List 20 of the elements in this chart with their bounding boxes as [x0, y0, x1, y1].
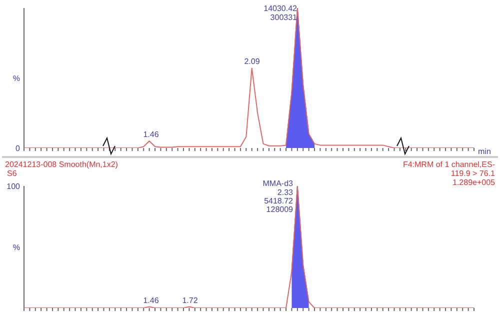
chart-title: 20241213-008 Smooth(Mn,1x2)	[5, 160, 118, 169]
chart-subtitle: S6	[7, 169, 17, 178]
text: %	[12, 74, 20, 83]
text: F4:MRM of 1 channel,ES-	[402, 160, 496, 169]
annotation: 2.33	[277, 188, 294, 197]
annotation: 1.46	[143, 296, 160, 305]
text: 0	[16, 144, 21, 153]
annotation: 2.09	[244, 57, 260, 66]
annotation: 128009	[266, 205, 294, 214]
annotation: 5418.72	[264, 196, 294, 206]
annotation: 300331	[270, 13, 298, 22]
annotation: 1.72	[182, 296, 198, 305]
text: 119.9 > 76.1	[450, 169, 496, 178]
annotation: 1.46	[143, 130, 160, 139]
x-axis-title: min	[478, 146, 491, 156]
text: %	[12, 243, 20, 252]
annotation: MMA-d3	[262, 179, 294, 188]
annotation: 14030.42	[264, 4, 298, 13]
text: 100	[6, 182, 21, 191]
annotation: 1.289e+005	[452, 178, 496, 187]
